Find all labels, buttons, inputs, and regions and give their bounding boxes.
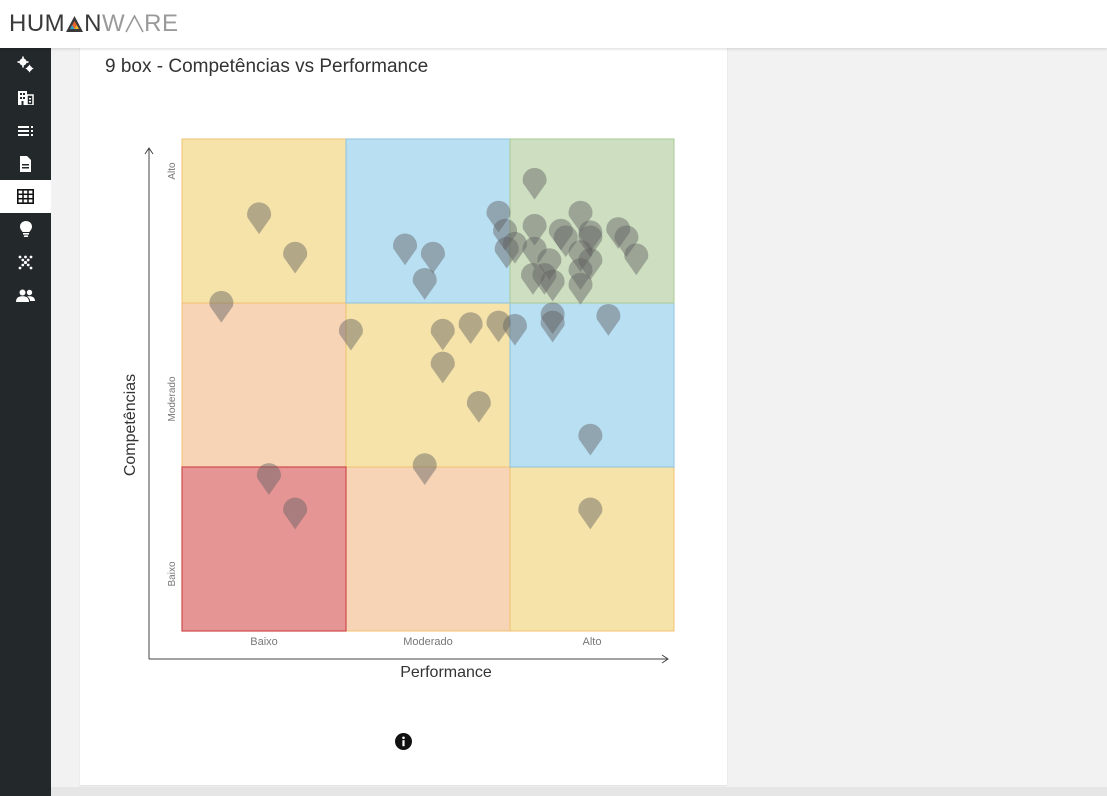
document-icon (20, 155, 31, 172)
data-point-marker (568, 200, 593, 233)
data-point-marker (568, 240, 593, 272)
logo-text-n: N (84, 10, 102, 37)
data-point-marker (338, 318, 363, 351)
data-point-marker (502, 231, 527, 264)
data-point-marker (494, 236, 519, 269)
top-bar: HUM N W RE (0, 0, 1107, 48)
nav-list[interactable] (0, 114, 51, 147)
data-point-marker (522, 167, 547, 200)
nav-people[interactable] (0, 279, 51, 312)
data-point-marker (412, 267, 437, 300)
data-point-marker (568, 258, 593, 290)
data-point-marker (283, 497, 308, 530)
data-point-marker (548, 218, 573, 251)
data-point-marker (614, 225, 639, 258)
logo-text-human: HUM (9, 10, 66, 37)
data-point-marker (493, 218, 518, 251)
data-point-marker (209, 290, 234, 323)
logo-text-w: W (102, 10, 126, 37)
data-point-marker (520, 263, 545, 295)
data-point-marker (578, 220, 603, 253)
sidebar (0, 48, 51, 796)
box-moderado-alto (345, 138, 511, 304)
y-axis-title: Competências (122, 374, 139, 476)
y-tick-label: Moderado (167, 376, 178, 421)
data-point-marker (568, 272, 593, 305)
box-border-highlight (181, 466, 347, 632)
info-icon[interactable] (395, 733, 412, 750)
nav-nine-box[interactable] (0, 180, 51, 213)
data-point-marker (540, 310, 565, 343)
nine-box-chart: Baixo Moderado Alto Baixo Moderado Alto Perfor… (122, 138, 675, 681)
y-axis-arrow (144, 147, 154, 155)
data-point-marker (532, 263, 557, 295)
data-point-marker (486, 310, 511, 343)
x-tick-label: Moderado (403, 636, 453, 648)
nav-documents[interactable] (0, 147, 51, 180)
nav-ideas[interactable] (0, 213, 51, 246)
data-point-marker (283, 241, 308, 274)
y-tick-label: Alto (167, 162, 178, 180)
data-point-marker (420, 241, 445, 274)
grid-icon (17, 189, 34, 204)
cogs-icon (17, 56, 34, 73)
box-baixo-alto (181, 138, 347, 304)
data-point-marker (430, 351, 455, 384)
x-tick-label: Baixo (250, 636, 278, 648)
data-point-marker (522, 236, 547, 269)
data-point-marker (578, 248, 603, 281)
logo-text-re: RE (144, 10, 179, 37)
box-alto-baixo (509, 466, 675, 632)
nav-scatter[interactable] (0, 246, 51, 279)
list-icon (17, 125, 33, 136)
bottom-strip (51, 787, 1107, 796)
nav-settings[interactable] (0, 48, 51, 81)
data-point-marker (578, 225, 603, 258)
nine-box-card: 9 box - Competências vs Performance Baix… (80, 30, 727, 785)
data-point-marker (624, 243, 649, 276)
logo-triangle-icon (66, 16, 84, 32)
box-alto-moderado (509, 302, 675, 468)
box-moderado-baixo (345, 466, 511, 632)
lightbulb-icon (19, 221, 32, 237)
box-alto-alto (509, 138, 675, 304)
x-tick-label: Alto (583, 636, 602, 648)
data-point-marker (540, 302, 565, 335)
data-point-marker (540, 269, 565, 302)
data-point-marker (256, 463, 281, 495)
box-baixo-baixo (181, 466, 347, 632)
humanware-logo[interactable]: HUM N W RE (9, 10, 179, 38)
logo-triangle-outline-icon (125, 15, 144, 33)
data-point-marker (578, 497, 603, 530)
y-tick-label: Baixo (167, 561, 178, 586)
data-point-marker (537, 248, 562, 281)
data-point-marker (578, 423, 603, 456)
x-axis-arrow (661, 654, 669, 664)
data-point-marker (466, 390, 491, 423)
data-point-marker (393, 233, 418, 266)
box-moderado-moderado (345, 302, 511, 468)
data-point-marker (412, 453, 437, 486)
scatter-icon (18, 255, 33, 270)
data-point-marker (502, 313, 527, 346)
building-icon (18, 91, 34, 105)
data-point-marker (522, 213, 547, 246)
data-point-marker (458, 312, 483, 344)
nav-company[interactable] (0, 81, 51, 114)
data-point-marker (606, 217, 631, 249)
box-baixo-moderado (181, 302, 347, 468)
card-title: 9 box - Competências vs Performance (105, 56, 429, 77)
x-axis-title: Performance (400, 664, 492, 681)
data-point-marker (596, 304, 621, 336)
data-point-marker (247, 202, 272, 235)
data-point-marker (430, 318, 455, 351)
data-point-marker (486, 200, 511, 233)
users-icon (16, 289, 35, 302)
data-point-marker (553, 225, 578, 258)
